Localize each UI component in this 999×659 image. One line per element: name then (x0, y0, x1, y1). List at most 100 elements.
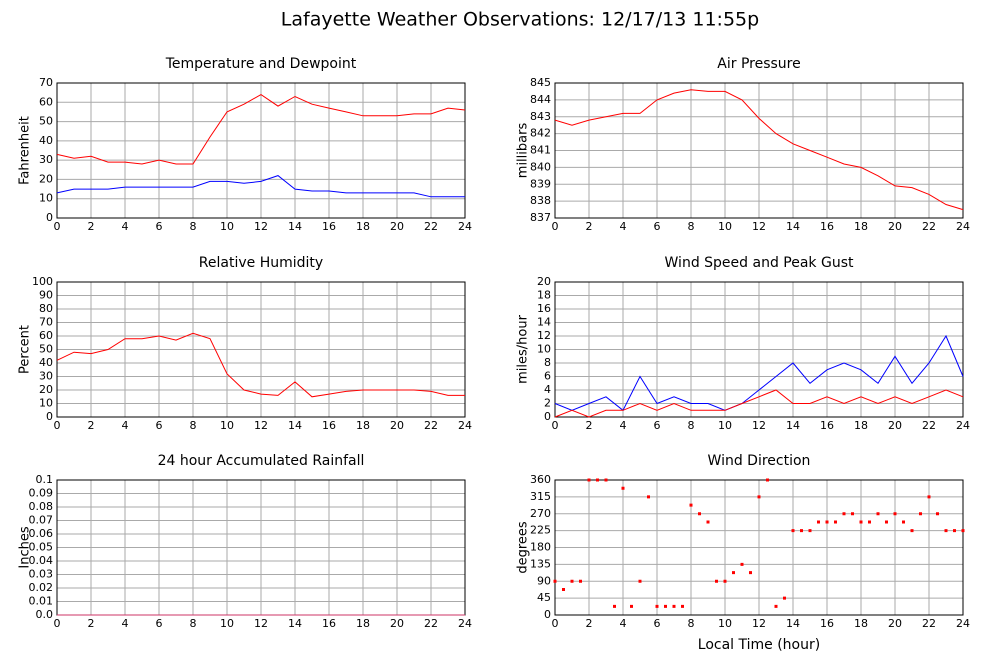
x-tick-label: 22 (922, 617, 936, 630)
y-tick-label: 60 (39, 329, 53, 342)
point (570, 579, 574, 583)
x-tick-label: 4 (620, 419, 627, 432)
chart-title: Temperature and Dewpoint (165, 56, 357, 72)
x-tick-label: 18 (356, 419, 370, 432)
x-tick-label: 6 (654, 220, 661, 233)
x-tick-label: 16 (820, 419, 834, 432)
x-tick-label: 18 (356, 220, 370, 233)
y-tick-label: 40 (39, 134, 53, 147)
point (749, 571, 752, 575)
point (596, 478, 599, 482)
point (774, 604, 778, 608)
y-tick-label: 0 (544, 608, 551, 621)
point (919, 512, 922, 516)
x-tick-label: 20 (888, 419, 902, 432)
y-axis-label: Inches (18, 526, 33, 568)
point (800, 529, 803, 533)
x-tick-label: 8 (190, 419, 197, 432)
x-tick-label: 12 (752, 220, 766, 233)
point (732, 571, 735, 575)
x-axis-label: Local Time (hour) (698, 637, 820, 653)
plot-frame (56, 82, 466, 219)
x-tick-label: 10 (220, 419, 234, 432)
y-tick-label: 839 (530, 177, 551, 190)
x-tick-label: 24 (458, 220, 472, 233)
x-tick-label: 2 (88, 419, 95, 432)
x-tick-label: 14 (786, 617, 800, 630)
point (613, 604, 616, 608)
x-tick-label: 10 (220, 617, 234, 630)
point (621, 486, 625, 490)
point (647, 495, 650, 499)
y-tick-label: 270 (530, 507, 551, 520)
y-tick-label: 0.1 (36, 473, 54, 486)
y-tick-label: 844 (530, 93, 551, 106)
point (715, 579, 718, 583)
point (706, 520, 710, 524)
y-tick-label: 0.0 (36, 608, 54, 621)
x-tick-label: 2 (88, 220, 95, 233)
x-tick-label: 20 (390, 220, 404, 233)
y-tick-label: 843 (530, 110, 551, 123)
point (851, 512, 854, 516)
point (698, 512, 701, 516)
x-tick-label: 8 (688, 419, 695, 432)
y-tick-label: 70 (39, 316, 53, 329)
point (579, 579, 582, 583)
plot-frame (554, 82, 964, 219)
y-tick-label: 0 (46, 410, 53, 423)
point (902, 520, 905, 524)
y-axis-label: Percent (18, 325, 33, 374)
point (664, 604, 667, 608)
point (876, 512, 880, 516)
x-tick-label: 0 (54, 617, 61, 630)
y-axis-label: miles/hour (516, 314, 531, 383)
point (893, 512, 897, 516)
y-tick-label: 14 (537, 316, 551, 329)
point (757, 495, 761, 499)
x-tick-label: 12 (752, 419, 766, 432)
x-tick-label: 0 (54, 419, 61, 432)
y-tick-label: 10 (537, 343, 551, 356)
x-tick-label: 20 (390, 617, 404, 630)
y-tick-label: 315 (530, 490, 551, 503)
x-tick-label: 22 (424, 220, 438, 233)
x-tick-label: 4 (122, 220, 129, 233)
x-tick-label: 14 (786, 220, 800, 233)
y-tick-label: 837 (530, 211, 551, 224)
y-tick-label: 0.09 (29, 487, 54, 500)
x-tick-label: 22 (922, 220, 936, 233)
y-tick-label: 0.08 (29, 500, 54, 513)
point (885, 520, 888, 524)
x-tick-label: 12 (254, 419, 268, 432)
x-tick-label: 6 (156, 617, 163, 630)
x-tick-label: 20 (888, 617, 902, 630)
y-tick-label: 842 (530, 127, 551, 140)
point (910, 529, 914, 533)
x-tick-label: 4 (620, 220, 627, 233)
y-tick-label: 18 (537, 289, 551, 302)
x-tick-label: 4 (122, 617, 129, 630)
y-tick-label: 360 (530, 473, 551, 486)
point (630, 604, 633, 608)
series-line (56, 175, 465, 198)
x-tick-label: 24 (458, 617, 472, 630)
y-tick-label: 840 (530, 160, 551, 173)
x-tick-label: 24 (956, 220, 970, 233)
x-tick-label: 4 (122, 419, 129, 432)
page-title: Lafayette Weather Observations: 12/17/13… (281, 9, 759, 31)
x-tick-label: 16 (820, 220, 834, 233)
point (944, 529, 948, 533)
x-tick-label: 10 (718, 617, 732, 630)
y-tick-label: 50 (39, 343, 53, 356)
x-tick-label: 14 (786, 419, 800, 432)
y-tick-label: 30 (39, 153, 53, 166)
x-tick-label: 16 (820, 617, 834, 630)
x-tick-label: 12 (254, 220, 268, 233)
point (766, 478, 769, 482)
y-tick-label: 90 (537, 574, 551, 587)
y-tick-label: 10 (39, 192, 53, 205)
chart-title: Relative Humidity (199, 255, 323, 271)
y-tick-label: 135 (530, 557, 551, 570)
plot-frame (56, 281, 466, 418)
